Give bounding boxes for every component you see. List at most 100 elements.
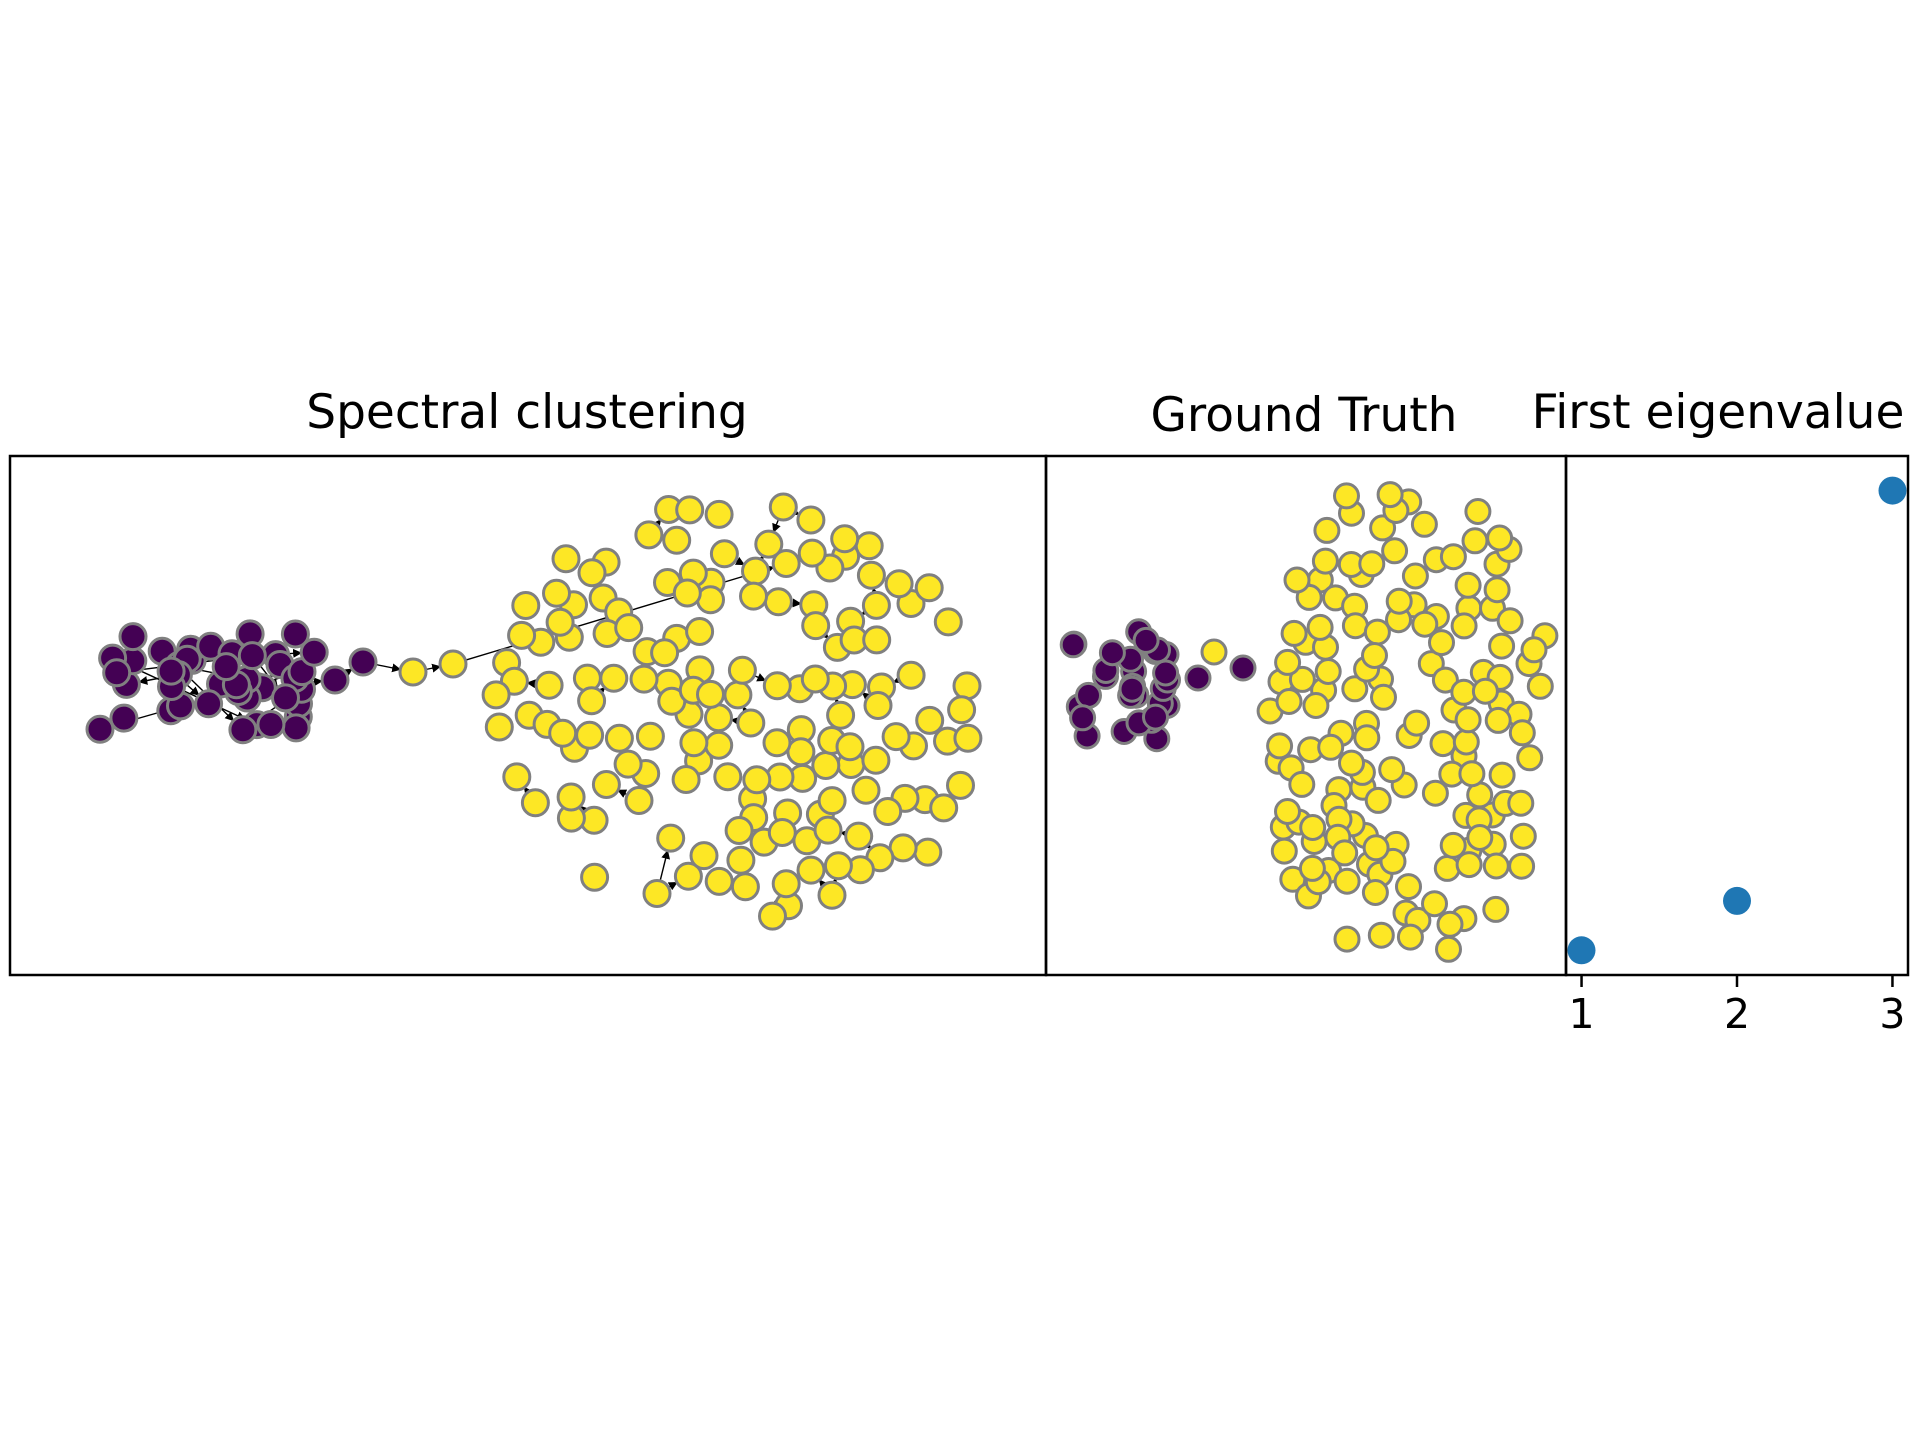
ground-truth-nodes [1059, 481, 1559, 963]
network-node-cluster-1 [713, 762, 743, 792]
network-node-cluster-0 [256, 710, 286, 739]
ground-truth-node-cluster-1 [1341, 612, 1369, 640]
network-node-cluster-1 [398, 657, 428, 687]
network-edge [659, 849, 671, 882]
network-node-cluster-1 [881, 722, 911, 752]
network-node-cluster-1 [671, 765, 701, 794]
network-node-cluster-1 [736, 708, 766, 738]
network-edge [617, 789, 628, 798]
network-node-cluster-1 [851, 775, 881, 805]
ground-truth-node-cluster-1 [1288, 665, 1316, 693]
network-node-cluster-1 [679, 728, 709, 758]
network-node-cluster-1 [507, 620, 537, 650]
network-node-cluster-1 [577, 558, 607, 588]
network-node-cluster-1 [704, 866, 734, 896]
network-edge [754, 673, 767, 682]
network-node-cluster-1 [823, 851, 853, 881]
ground-truth-node-cluster-0 [1184, 664, 1212, 692]
network-node-cluster-1 [675, 495, 705, 525]
ground-truth-node-cluster-1 [1439, 831, 1467, 859]
network-node-cluster-1 [502, 762, 532, 792]
network-node-cluster-1 [614, 613, 644, 643]
ground-truth-node-cluster-1 [1313, 516, 1341, 544]
ground-truth-node-cluster-1 [1488, 632, 1516, 660]
network-edge [734, 556, 745, 566]
network-node-cluster-1 [577, 686, 607, 716]
network-node-cluster-1 [835, 732, 865, 762]
ground-truth-node-cluster-1 [1288, 770, 1316, 798]
network-node-cluster-0 [109, 703, 139, 733]
ground-truth-node-cluster-1 [1353, 724, 1381, 752]
network-node-cluster-1 [953, 723, 983, 753]
network-node-cluster-1 [817, 786, 847, 816]
ground-truth-node-cluster-1 [1302, 692, 1330, 719]
ground-truth-node-cluster-1 [1428, 629, 1455, 657]
ground-truth-node-cluster-1 [1358, 550, 1386, 578]
ground-truth-node-cluster-0 [1075, 681, 1102, 709]
network-node-cluster-1 [767, 818, 797, 847]
network-node-cluster-1 [862, 625, 892, 655]
ground-truth-node-cluster-1 [1317, 733, 1345, 761]
network-node-cluster-1 [811, 751, 841, 780]
network-node-cluster-1 [724, 816, 754, 845]
network-node-cluster-0 [211, 652, 241, 682]
ground-truth-node-cluster-1 [1471, 677, 1499, 705]
x-tick-label: 1 [1568, 990, 1594, 1038]
network-node-cluster-1 [861, 590, 891, 620]
ground-truth-node-cluster-1 [1482, 852, 1510, 880]
eigenvalue-frame [1564, 454, 1910, 977]
ground-truth-node-cluster-1 [1364, 786, 1392, 814]
network-node-cluster-1 [754, 529, 784, 559]
network-node-cluster-1 [786, 737, 816, 767]
network-node-cluster-0 [320, 665, 350, 695]
network-node-cluster-1 [763, 587, 793, 617]
network-node-cluster-1 [662, 525, 692, 555]
network-node-cluster-1 [771, 869, 801, 899]
ground-truth-node-cluster-0 [1142, 703, 1169, 731]
ground-truth-node-cluster-1 [1381, 537, 1409, 565]
network-edge [375, 663, 402, 673]
ground-truth-node-cluster-0 [1132, 626, 1160, 654]
ground-truth-node-cluster-1 [1376, 481, 1404, 509]
ground-truth-node-cluster-1 [1461, 527, 1489, 555]
ground-truth-node-cluster-1 [1410, 510, 1438, 538]
network-edge [772, 518, 781, 533]
network-node-cluster-1 [952, 671, 982, 701]
ground-truth-node-cluster-1 [1421, 890, 1448, 918]
eigenvalue-points [1567, 476, 1907, 965]
network-node-cluster-1 [709, 539, 739, 569]
network-node-cluster-1 [758, 901, 787, 931]
ground-truth-node-cluster-1 [1482, 895, 1510, 923]
network-node-cluster-1 [642, 879, 672, 908]
ground-truth-node-cluster-1 [1362, 834, 1390, 862]
network-node-cluster-1 [762, 728, 792, 758]
ground-truth-node-cluster-1 [1395, 873, 1422, 901]
ground-truth-node-cluster-1 [1274, 648, 1302, 676]
network-node-cluster-1 [696, 679, 725, 709]
network-node-cluster-1 [913, 837, 943, 867]
network-node-cluster-1 [947, 695, 977, 725]
network-node-cluster-1 [929, 793, 959, 823]
ground-truth-node-cluster-1 [1421, 779, 1449, 807]
network-node-cluster-0 [118, 622, 148, 652]
network-node-cluster-1 [739, 581, 768, 611]
network-node-cluster-1 [727, 655, 757, 685]
network-node-cluster-1 [933, 607, 963, 637]
network-node-cluster-0 [156, 656, 186, 686]
ground-truth-node-cluster-1 [1385, 587, 1413, 615]
ground-truth-panel: Ground Truth [1044, 388, 1568, 977]
network-node-cluster-1 [591, 770, 621, 799]
ground-truth-node-cluster-1 [1526, 672, 1554, 700]
ground-truth-node-cluster-0 [1152, 659, 1180, 687]
ground-truth-node-cluster-1 [1299, 814, 1327, 841]
network-node-cluster-1 [797, 538, 827, 568]
network-edge [667, 881, 678, 891]
network-node-cluster-1 [946, 770, 975, 800]
network-node-cluster-1 [656, 823, 686, 853]
network-node-cluster-1 [801, 611, 831, 641]
network-node-cluster-1 [484, 712, 514, 742]
ground-truth-node-cluster-1 [1435, 935, 1462, 963]
ground-truth-node-cluster-1 [1401, 562, 1429, 590]
ground-truth-node-cluster-1 [1200, 638, 1228, 666]
ground-truth-node-cluster-1 [1369, 514, 1397, 542]
